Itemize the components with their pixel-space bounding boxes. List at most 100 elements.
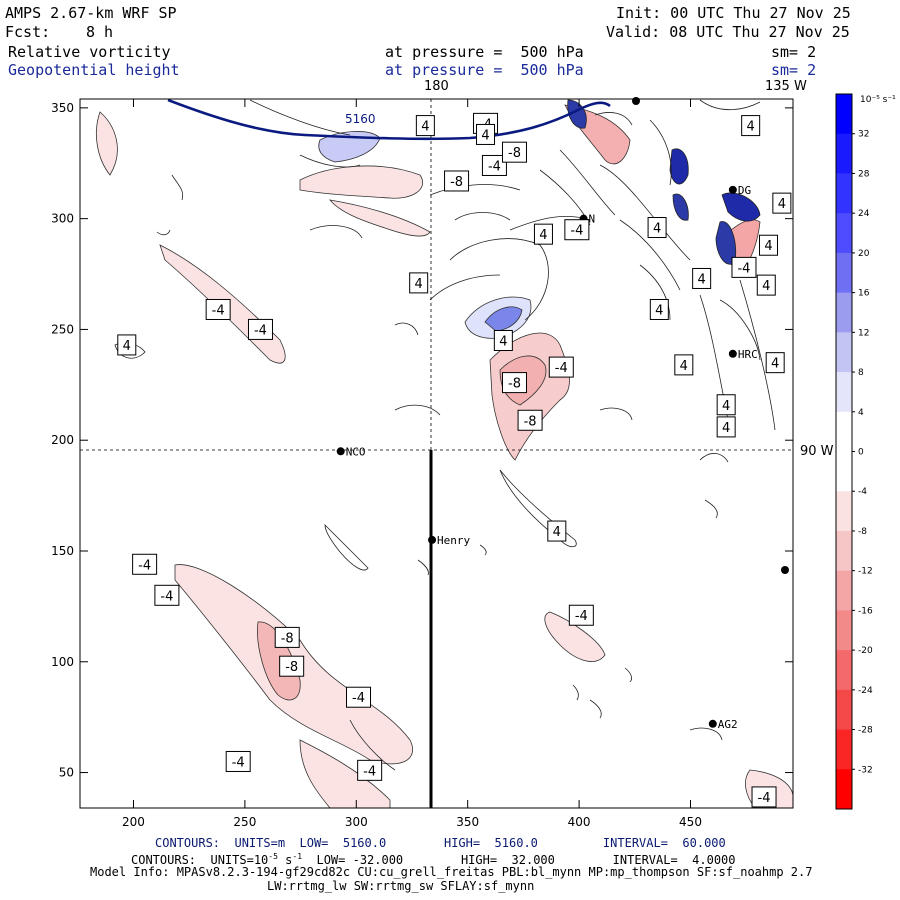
meridian-135w-label: 135 W xyxy=(765,79,807,94)
colorbar-label: 32 xyxy=(858,130,869,140)
x-tick-label: 350 xyxy=(456,815,479,829)
contour-label: 4 xyxy=(722,421,730,436)
contour-label: -4 xyxy=(254,323,267,338)
field-vorticity: Relative vorticity xyxy=(8,43,171,61)
station-dot xyxy=(632,97,640,105)
contour-label: 4 xyxy=(499,335,507,350)
x-axis-ticks: 200 250 300 350 400 450 xyxy=(122,99,702,829)
x-tick-label: 200 xyxy=(122,815,145,829)
x-tick-label: 300 xyxy=(345,815,368,829)
contour-label-box xyxy=(357,759,383,781)
contour-label: 4 xyxy=(747,120,755,135)
pos-vorticity-region xyxy=(672,193,689,221)
colorbar-swatch xyxy=(836,332,852,373)
contour-label-box xyxy=(225,750,251,772)
valid-time: Valid: 08 UTC Thu 27 Nov 25 xyxy=(606,23,850,41)
colorbar-label: -12 xyxy=(858,567,873,577)
contour-label-box xyxy=(756,274,776,296)
station-label: AG2 xyxy=(718,718,738,731)
y-tick-label: 250 xyxy=(51,322,74,336)
contour-label-box xyxy=(758,234,778,256)
contour-label-box xyxy=(692,267,712,289)
contour-label-box xyxy=(716,394,736,416)
contour-label-box xyxy=(205,298,231,320)
contour-labels: 5160 -4 -4 -8 -8 4 4 4 4 -4 -4 4 4 4 4 4 4 -4 -4 4 4 4 4 -4 -8 4 4… xyxy=(117,108,792,808)
contour-label: -4 xyxy=(570,224,583,239)
contour-label-box xyxy=(741,115,761,137)
station-dot xyxy=(336,447,345,456)
contour-label-box xyxy=(247,318,273,340)
colorbar-swatch xyxy=(836,491,852,532)
contour-label-box xyxy=(501,372,527,394)
contour-label-box xyxy=(444,170,470,192)
model-title: AMPS 2.67-km WRF SP xyxy=(5,4,177,22)
height-contour-5160 xyxy=(167,99,611,141)
contour-label-box xyxy=(481,154,507,176)
contour-label-box xyxy=(132,553,158,575)
contour-layer xyxy=(95,99,793,808)
contour-label: -4 xyxy=(758,791,771,806)
colorbar-label: -28 xyxy=(858,726,873,736)
x-tick-label: 250 xyxy=(233,815,256,829)
pos-vorticity-region xyxy=(721,192,761,222)
contour-label-box xyxy=(564,219,590,241)
height-contour-info: CONTOURS: UNITS=m LOW= 5160.0 HIGH= 5160… xyxy=(155,836,726,850)
colorbar-label: 24 xyxy=(858,209,870,219)
neg-vorticity-region xyxy=(329,199,431,237)
neg-vorticity-region xyxy=(95,111,118,176)
contour-label: 4 xyxy=(481,128,489,143)
y-axis-ticks: 350 300 250 200 150 100 50 xyxy=(51,101,793,780)
colorbar-swatch xyxy=(836,213,852,254)
colorbar-label: 20 xyxy=(858,249,870,259)
contour-label: 4 xyxy=(653,222,661,237)
contour-label-box xyxy=(274,626,300,648)
contour-label: 4 xyxy=(539,228,547,243)
colorbar-swatch xyxy=(836,133,852,174)
station-markers: NCO Henry HRC AG2 DG N xyxy=(336,97,789,731)
plot-frame xyxy=(79,98,794,809)
colorbar-swatch xyxy=(836,252,852,294)
contour-label: -4 xyxy=(212,303,225,318)
height-label-box xyxy=(344,108,377,127)
model-info: Model Info: MPASv8.2.3-194-gf29cd82c CU:… xyxy=(90,865,813,879)
x-tick-label: 400 xyxy=(568,815,591,829)
contour-label: -8 xyxy=(508,377,521,392)
pos-vorticity-region xyxy=(484,306,523,332)
contour-label-box xyxy=(409,272,429,294)
station-label: HRC xyxy=(738,348,758,361)
field-vorticity-smoothing: sm= 2 xyxy=(771,43,817,61)
colorbar-label: -16 xyxy=(858,606,873,616)
colorbar: 10⁻⁵ s⁻¹ 32 28 24 20 16 12 8 4 0 -4 -8 -12 -16 -20 -24 -… xyxy=(835,93,896,810)
contour-label: -4 xyxy=(737,261,750,276)
colorbar-label: 0 xyxy=(858,448,864,458)
y-tick-label: 300 xyxy=(51,212,74,226)
field-height-level: at pressure = 500 hPa xyxy=(385,61,584,79)
station-dot xyxy=(728,349,737,358)
colorbar-swatch xyxy=(836,610,852,651)
station-dot xyxy=(781,566,789,574)
colorbar-label: -8 xyxy=(858,527,867,537)
field-height: Geopotential height xyxy=(8,61,180,79)
meridian-180-label: 180 xyxy=(424,79,449,94)
contour-label: -4 xyxy=(555,361,568,376)
contour-label-box xyxy=(765,352,785,374)
field-vorticity-level: at pressure = 500 hPa xyxy=(385,43,584,61)
contour-label-box xyxy=(346,686,372,708)
y-tick-label: 350 xyxy=(51,101,74,115)
station-dot xyxy=(728,185,737,194)
colorbar-swatch xyxy=(836,292,852,333)
contour-label-box xyxy=(154,584,180,606)
contour-label: -4 xyxy=(488,159,501,174)
contour-label-box xyxy=(548,356,574,378)
colorbar-swatch xyxy=(836,650,852,691)
colorbar-swatch xyxy=(836,372,852,413)
colorbar-swatch xyxy=(836,769,852,810)
colorbar-label: -4 xyxy=(858,487,867,497)
contour-label: 4 xyxy=(764,239,772,254)
contour-label-box xyxy=(415,115,435,137)
contour-label-box xyxy=(731,256,757,278)
meridian-90w-label: 90 W xyxy=(800,444,834,459)
contour-label: 4 xyxy=(778,197,786,212)
contour-label: 4 xyxy=(722,399,730,414)
colorbar-label: -32 xyxy=(858,765,873,775)
